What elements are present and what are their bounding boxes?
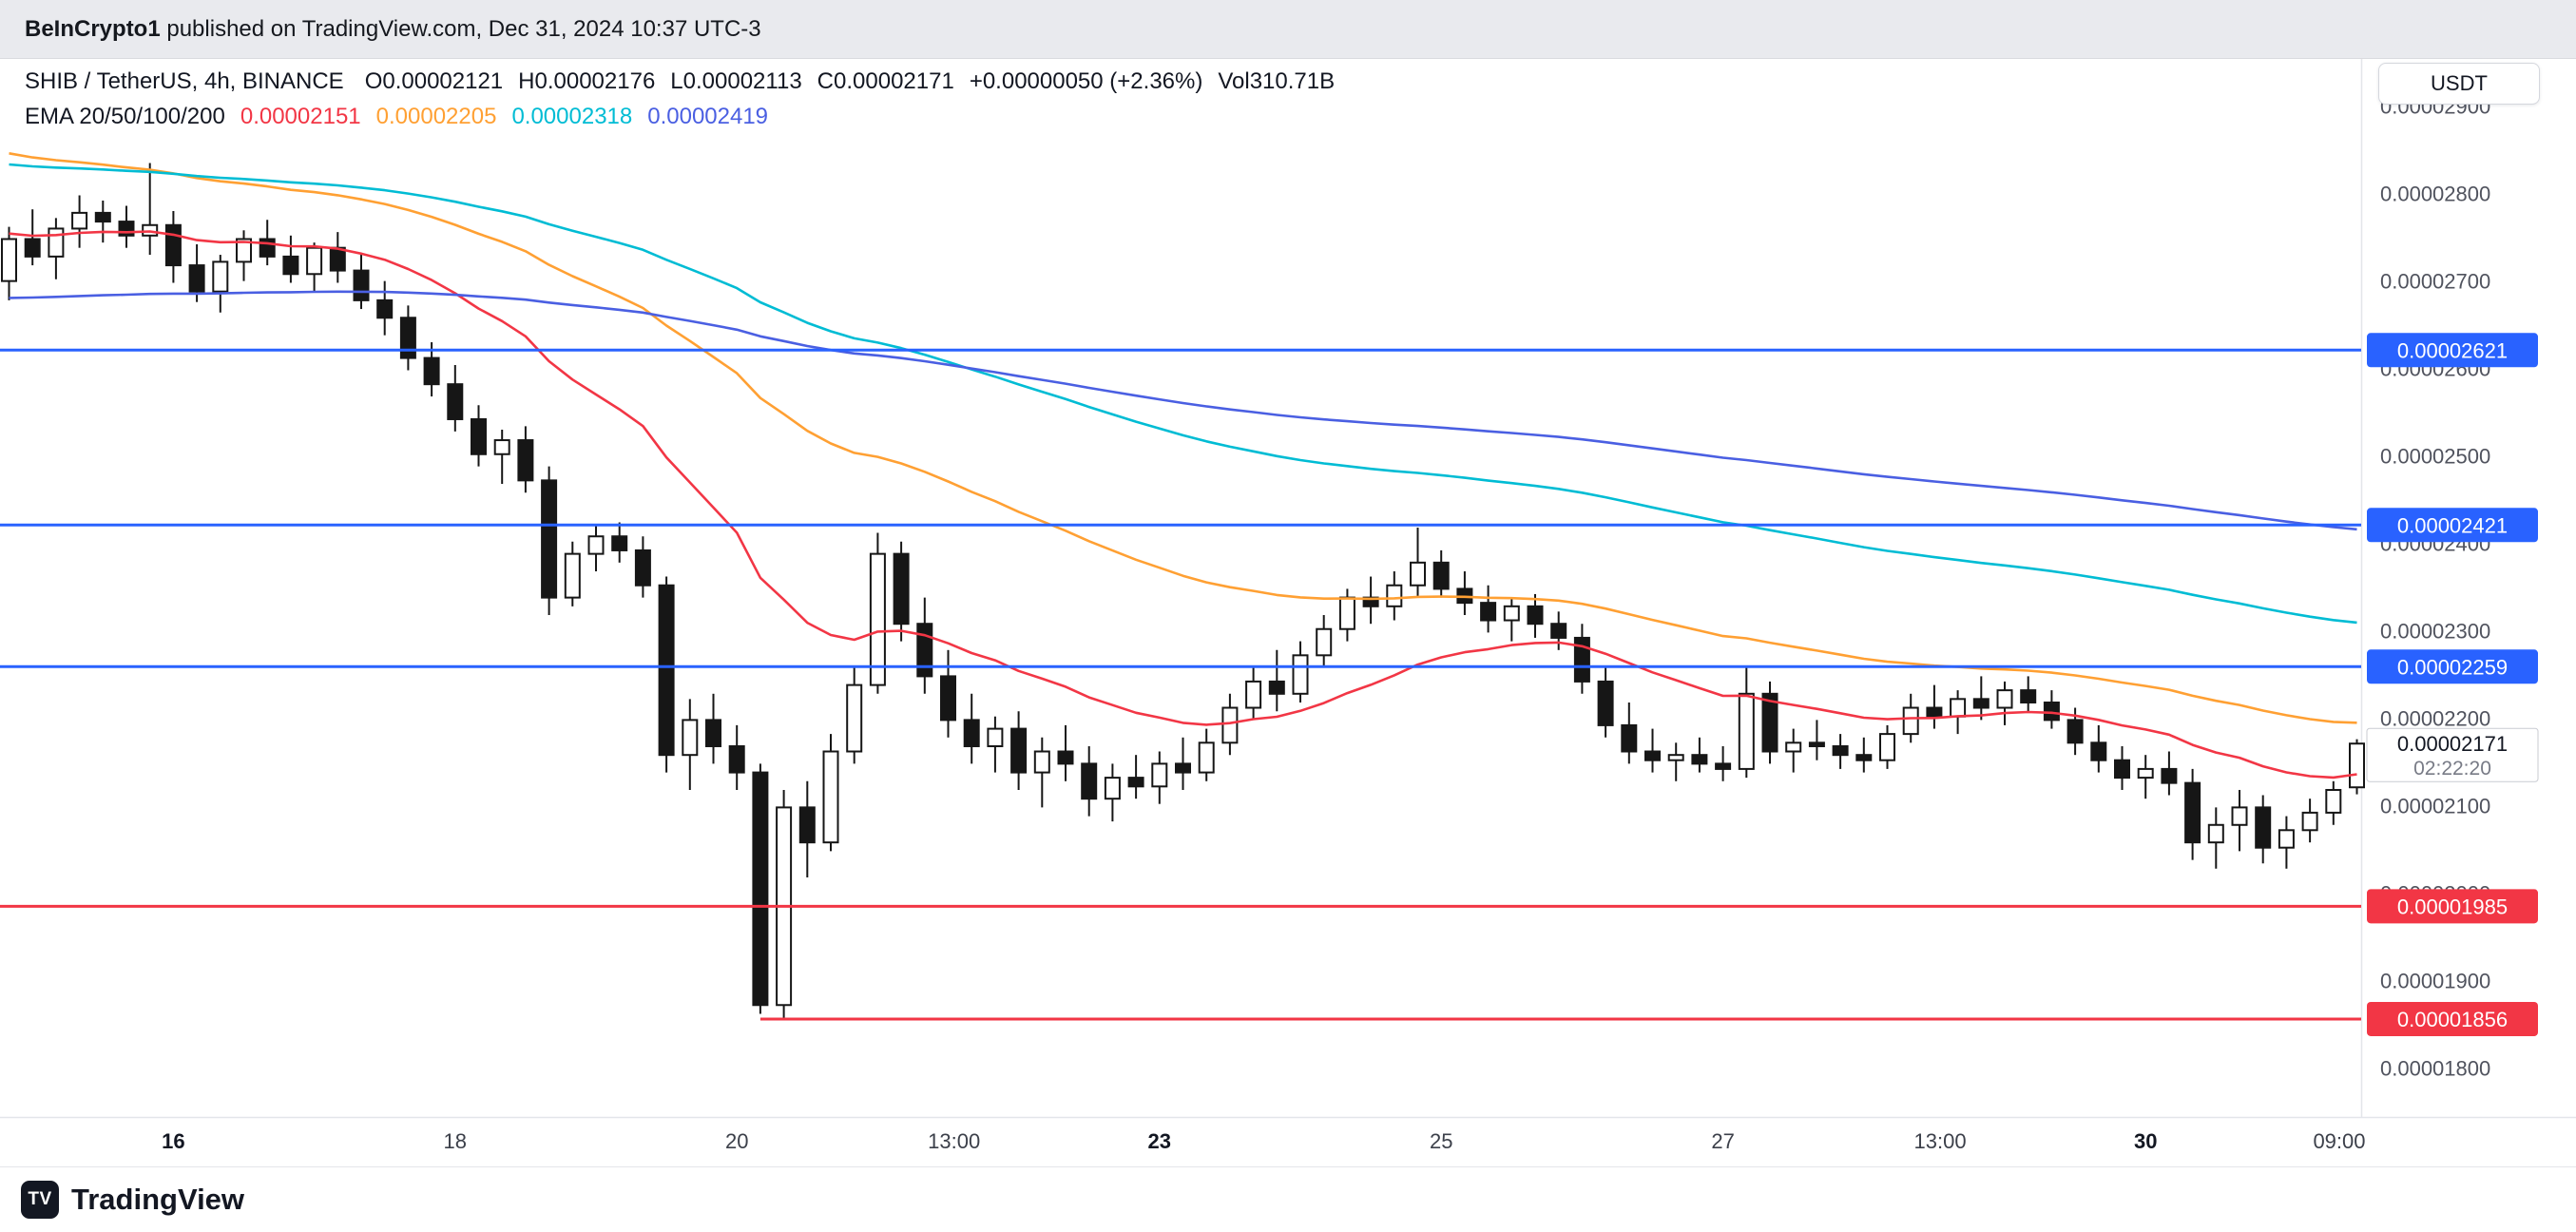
attribution-author: BeInCrypto1 (25, 15, 161, 42)
ohlc-close: C0.00002171 (817, 68, 954, 94)
ema-legend-row: EMA 20/50/100/200 0.00002151 0.00002205 … (25, 104, 768, 130)
tradingview-wordmark[interactable]: TradingView (71, 1183, 245, 1216)
ohlc-low: L0.00002113 (670, 68, 802, 94)
price-change: +0.00000050 (+2.36%) (969, 68, 1203, 94)
volume-value: Vol310.71B (1218, 68, 1336, 94)
time-axis[interactable] (0, 1117, 2576, 1166)
ema-value-200: 0.00002419 (647, 104, 769, 129)
attribution-text: published on TradingView.com, Dec 31, 20… (160, 15, 761, 42)
currency-toggle-button[interactable]: USDT (2378, 63, 2540, 105)
tradingview-logo-icon[interactable]: TV (21, 1181, 59, 1219)
ema-value-20: 0.00002151 (240, 104, 361, 129)
chart-legend-row: SHIB / TetherUS, 4h, BINANCE O0.00002121… (25, 68, 1335, 95)
price-axis[interactable] (2361, 105, 2576, 1117)
ema-value-100: 0.00002318 (511, 104, 633, 129)
chart-canvas[interactable] (0, 59, 2361, 1117)
attribution-bar: BeInCrypto1 published on TradingView.com… (0, 0, 2576, 59)
ohlc-high: H0.00002176 (518, 68, 656, 94)
ema-legend-label: EMA 20/50/100/200 (25, 104, 225, 129)
ohlc-open: O0.00002121 (364, 68, 504, 94)
footer-bar: TV TradingView (0, 1166, 2576, 1232)
ema-value-50: 0.00002205 (375, 104, 497, 129)
symbol-title: SHIB / TetherUS, 4h, BINANCE (25, 68, 344, 94)
